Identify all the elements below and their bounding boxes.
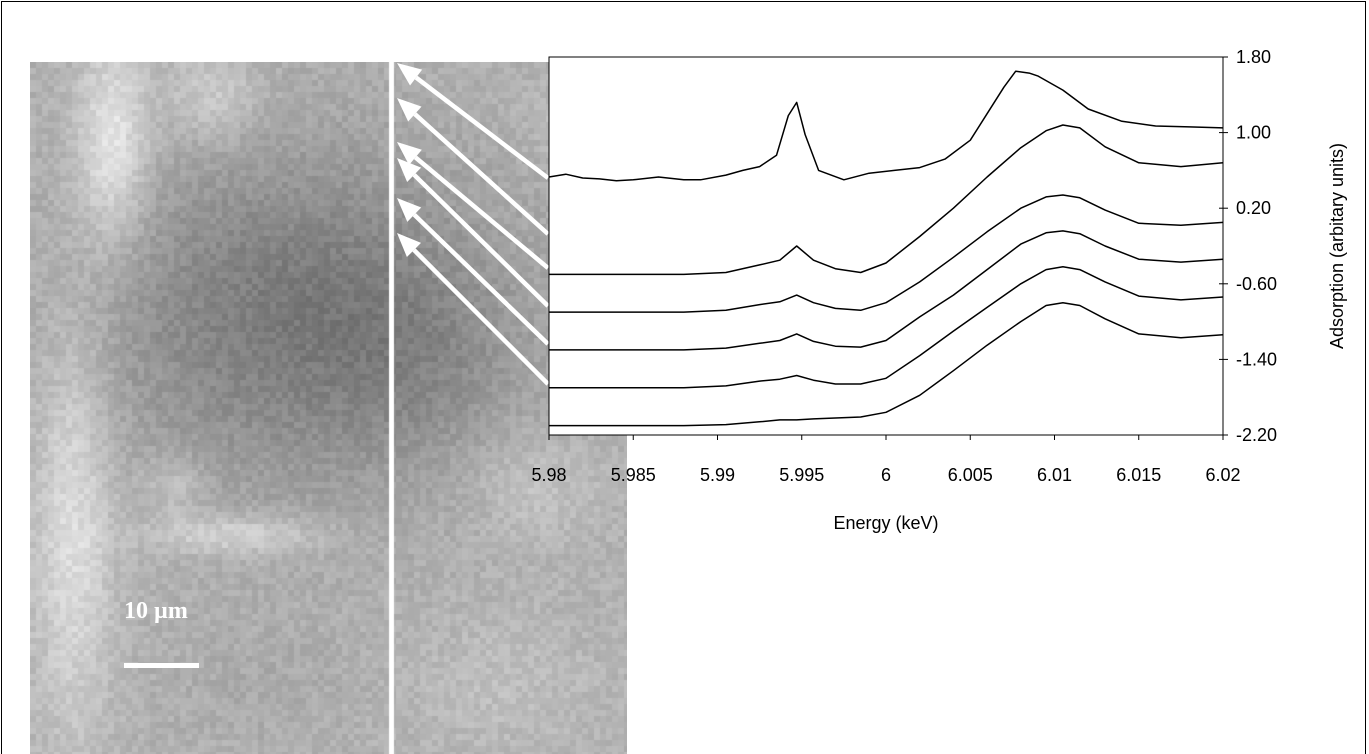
x-tick-label: 5.985: [611, 465, 656, 485]
scale-bar: [124, 663, 199, 668]
x-tick-label: 5.995: [779, 465, 824, 485]
x-axis: 5.98 5.985 5.99 5.995 6 6.005 6.01 6.015 6.02: [531, 435, 1241, 485]
series-line-1: [548, 70, 1224, 182]
spectrum-arrows: [397, 63, 550, 386]
y-axis-title: Adsorption (arbitary units): [1327, 143, 1347, 349]
pointer-arrow: [397, 63, 550, 180]
x-tick-label: 6.005: [948, 465, 993, 485]
x-tick-label: 5.99: [700, 465, 735, 485]
x-tick-label: 6: [881, 465, 891, 485]
series-line-2: [549, 124, 1224, 276]
series-line-5: [549, 266, 1224, 389]
series-line-6: [549, 301, 1224, 427]
plot-area: [548, 56, 1224, 436]
x-tick-label: 6.01: [1037, 465, 1072, 485]
micrograph-image: [30, 62, 627, 754]
series-line-3: [549, 194, 1224, 313]
y-tick-label: -0.60: [1236, 274, 1277, 294]
series-layer: [548, 70, 1224, 427]
y-tick-label: 1.00: [1236, 123, 1271, 143]
y-axis: 1.80 1.00 0.20 -0.60 -1.40 -2.20: [1219, 47, 1277, 445]
pointer-arrow: [397, 233, 550, 386]
scale-bar-label: 10 µm: [124, 598, 188, 624]
x-tick-label: 5.98: [531, 465, 566, 485]
y-tick-label: 0.20: [1236, 198, 1271, 218]
x-tick-label: 6.02: [1205, 465, 1240, 485]
x-tick-label: 6.015: [1116, 465, 1161, 485]
pointer-arrow: [397, 142, 550, 270]
x-axis-title: Energy (keV): [833, 513, 938, 533]
y-tick-label: 1.80: [1236, 47, 1271, 67]
pointer-arrow: [397, 98, 550, 236]
y-tick-label: -1.40: [1236, 349, 1277, 369]
series-line-4: [549, 230, 1224, 351]
y-tick-label: -2.20: [1236, 425, 1277, 445]
pointer-arrow: [397, 198, 550, 346]
pointer-arrow: [397, 158, 550, 308]
